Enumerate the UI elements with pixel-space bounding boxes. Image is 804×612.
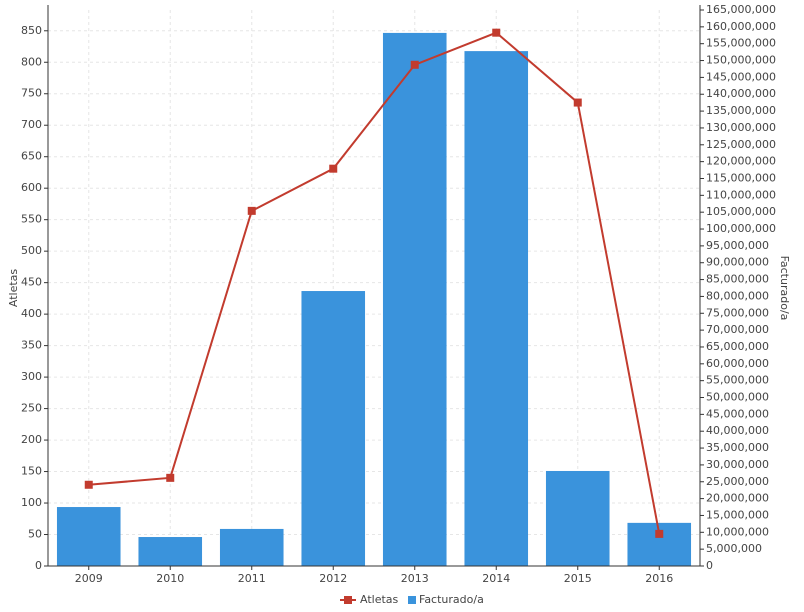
y2-tick-label: 165,000,000 xyxy=(706,3,776,16)
y2-tick-label: 110,000,000 xyxy=(706,188,776,201)
legend-label: Atletas xyxy=(360,593,399,606)
line-marker xyxy=(655,529,664,538)
y2-tick-label: 80,000,000 xyxy=(706,289,769,302)
y-tick-label: 500 xyxy=(21,244,42,257)
bar xyxy=(301,291,366,566)
bar xyxy=(545,470,610,566)
y2-tick-label: 145,000,000 xyxy=(706,70,776,83)
x-tick-label: 2013 xyxy=(401,572,429,585)
y2-tick-label: 155,000,000 xyxy=(706,37,776,50)
bar xyxy=(382,32,447,566)
y2-tick-label: 120,000,000 xyxy=(706,155,776,168)
y2-tick-label: 45,000,000 xyxy=(706,407,769,420)
y2-tick-label: 140,000,000 xyxy=(706,87,776,100)
y2-tick-label: 30,000,000 xyxy=(706,458,769,471)
y2-tick-label: 10,000,000 xyxy=(706,525,769,538)
y2-tick-label: 5,000,000 xyxy=(706,542,762,555)
x-tick-label: 2011 xyxy=(238,572,266,585)
legend-marker xyxy=(408,596,416,604)
x-tick-label: 2010 xyxy=(156,572,184,585)
y-tick-label: 150 xyxy=(21,465,42,478)
legend-marker xyxy=(344,596,352,604)
y2-tick-label: 100,000,000 xyxy=(706,222,776,235)
y2-tick-label: 20,000,000 xyxy=(706,492,769,505)
bar xyxy=(464,51,529,567)
line-marker xyxy=(329,164,338,173)
bar xyxy=(138,537,203,566)
x-tick-label: 2015 xyxy=(564,572,592,585)
y-tick-label: 750 xyxy=(21,87,42,100)
y2-tick-label: 130,000,000 xyxy=(706,121,776,134)
y2-tick-label: 95,000,000 xyxy=(706,239,769,252)
y-tick-label: 450 xyxy=(21,276,42,289)
line-marker xyxy=(410,60,419,69)
y-axis-title: Atletas xyxy=(7,269,20,308)
y-tick-label: 350 xyxy=(21,339,42,352)
y2-tick-label: 135,000,000 xyxy=(706,104,776,117)
y2-tick-label: 50,000,000 xyxy=(706,391,769,404)
line xyxy=(88,31,661,535)
y2-tick-label: 55,000,000 xyxy=(706,374,769,387)
x-tick-label: 2014 xyxy=(482,572,510,585)
x-tick-label: 2009 xyxy=(75,572,103,585)
y2-tick-label: 25,000,000 xyxy=(706,475,769,488)
y-tick-label: 550 xyxy=(21,213,42,226)
y2-tick-label: 90,000,000 xyxy=(706,256,769,269)
y2-tick-label: 105,000,000 xyxy=(706,205,776,218)
legend-label: Facturado/a xyxy=(419,593,484,606)
line-marker xyxy=(573,98,582,107)
y2-tick-label: 40,000,000 xyxy=(706,424,769,437)
y-tick-label: 200 xyxy=(21,433,42,446)
y2-tick-label: 0 xyxy=(706,559,713,572)
line-marker xyxy=(84,480,93,489)
x-tick-label: 2016 xyxy=(645,572,673,585)
bar xyxy=(56,507,121,566)
y2-tick-label: 115,000,000 xyxy=(706,171,776,184)
y-tick-label: 800 xyxy=(21,55,42,68)
y2-tick-label: 70,000,000 xyxy=(706,323,769,336)
y-tick-label: 700 xyxy=(21,118,42,131)
y2-tick-label: 65,000,000 xyxy=(706,340,769,353)
y-tick-label: 50 xyxy=(28,528,42,541)
x-tick-label: 2012 xyxy=(319,572,347,585)
y2-tick-label: 125,000,000 xyxy=(706,138,776,151)
line-marker xyxy=(166,473,175,482)
y2-tick-label: 160,000,000 xyxy=(706,20,776,33)
y2-tick-label: 15,000,000 xyxy=(706,508,769,521)
y-tick-label: 600 xyxy=(21,181,42,194)
y2-tick-label: 150,000,000 xyxy=(706,54,776,67)
line-marker xyxy=(492,28,501,37)
bar xyxy=(219,528,284,566)
y2-axis-title: Facturado/a xyxy=(778,256,791,321)
y-tick-label: 650 xyxy=(21,150,42,163)
y-tick-label: 300 xyxy=(21,370,42,383)
y2-tick-label: 35,000,000 xyxy=(706,441,769,454)
y-tick-label: 0 xyxy=(35,559,42,572)
y2-tick-label: 60,000,000 xyxy=(706,357,769,370)
y-tick-label: 850 xyxy=(21,24,42,37)
y2-tick-label: 75,000,000 xyxy=(706,306,769,319)
y-tick-label: 250 xyxy=(21,402,42,415)
y-tick-label: 100 xyxy=(21,496,42,509)
line-marker xyxy=(247,206,256,215)
y2-tick-label: 85,000,000 xyxy=(706,273,769,286)
y-tick-label: 400 xyxy=(21,307,42,320)
